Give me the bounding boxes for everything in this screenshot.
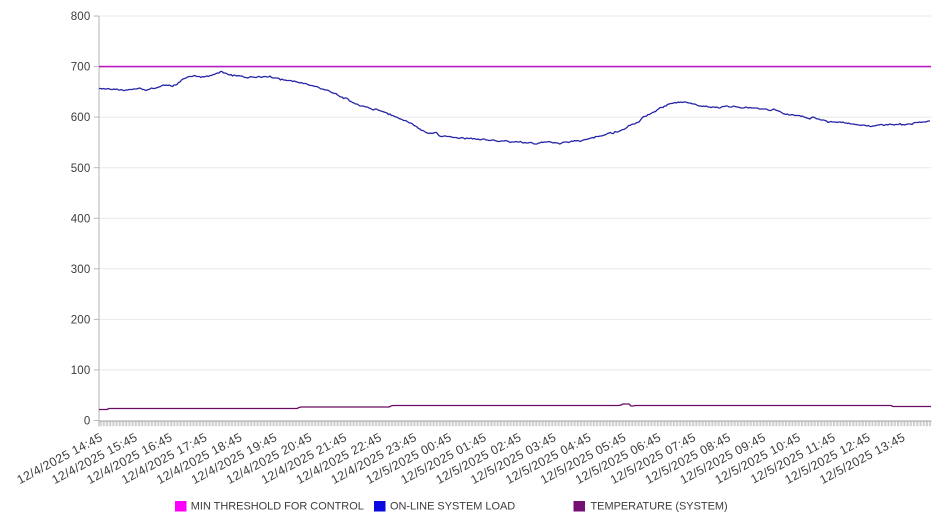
- svg-text:800: 800: [71, 11, 91, 23]
- svg-text:TEMPERATURE (SYSTEM): TEMPERATURE (SYSTEM): [591, 500, 728, 512]
- svg-text:500: 500: [71, 163, 91, 175]
- svg-text:300: 300: [71, 264, 91, 276]
- svg-text:MIN THRESHOLD FOR CONTROL: MIN THRESHOLD FOR CONTROL: [191, 500, 364, 512]
- svg-text:600: 600: [71, 112, 91, 124]
- svg-text:ON-LINE SYSTEM LOAD: ON-LINE SYSTEM LOAD: [390, 500, 515, 512]
- svg-text:700: 700: [71, 62, 91, 74]
- svg-text:400: 400: [71, 213, 91, 225]
- svg-text:200: 200: [71, 315, 91, 327]
- svg-text:100: 100: [71, 365, 91, 377]
- svg-text:0: 0: [84, 416, 91, 428]
